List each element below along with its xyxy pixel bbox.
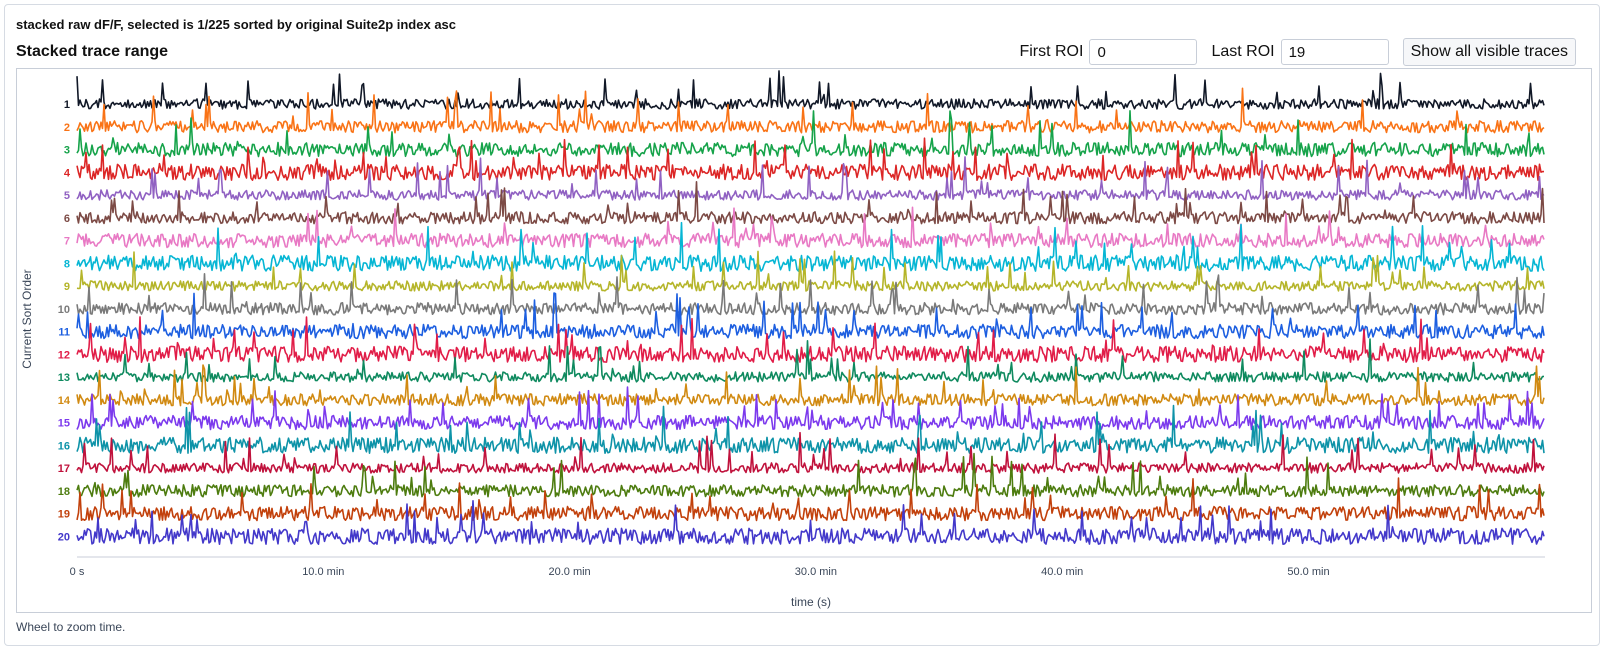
x-tick-label: 10.0 min <box>302 566 344 578</box>
x-tick-labels: 0 s 10.0 min 20.0 min 30.0 min 40.0 min 50.0 … <box>70 566 1330 578</box>
trace-line-1[interactable] <box>76 70 1545 110</box>
y-axis-label: Current Sort Order <box>20 269 34 368</box>
row-label-9[interactable]: 9 <box>64 281 70 293</box>
row-label-7[interactable]: 7 <box>64 236 70 248</box>
trace-line-14[interactable] <box>76 364 1545 407</box>
trace-line-7[interactable] <box>76 206 1545 249</box>
trace-line-20[interactable] <box>76 500 1545 545</box>
trace-line-17[interactable] <box>76 431 1545 474</box>
row-label-20[interactable]: 20 <box>58 531 70 543</box>
x-tick-label: 50.0 min <box>1287 566 1329 578</box>
row-label-16[interactable]: 16 <box>58 440 70 452</box>
x-tick-label: 20.0 min <box>548 566 590 578</box>
row-label-1[interactable]: 1 <box>64 99 70 111</box>
row-label-11[interactable]: 11 <box>58 327 70 339</box>
trace-line-6[interactable] <box>76 181 1545 225</box>
trace-line-12[interactable] <box>76 316 1545 363</box>
trace-line-13[interactable] <box>76 338 1545 383</box>
row-label-12[interactable]: 12 <box>58 349 70 361</box>
trace-line-16[interactable] <box>76 404 1545 454</box>
x-axis-label: time (s) <box>791 595 831 609</box>
row-label-13[interactable]: 13 <box>58 372 70 384</box>
row-label-19[interactable]: 19 <box>58 509 70 521</box>
x-tick-label: 30.0 min <box>795 566 837 578</box>
x-tick-label: 0 s <box>70 566 85 578</box>
status-text: stacked raw dF/F, selected is 1/225 sort… <box>16 17 457 32</box>
trace-panel: stacked raw dF/F, selected is 1/225 sort… <box>4 4 1600 646</box>
trace-line-5[interactable] <box>76 156 1545 201</box>
row-label-8[interactable]: 8 <box>64 258 70 270</box>
trace-line-18[interactable] <box>76 452 1545 498</box>
stacked-trace-plot[interactable]: 1 2 3 4 5 6 7 8 9 10 11 12 13 14 15 16 17 18 19 20 0 s 10.0 … <box>16 68 1592 613</box>
row-label-14[interactable]: 14 <box>58 395 71 407</box>
row-label-3[interactable]: 3 <box>64 145 70 157</box>
trace-line-2[interactable] <box>76 87 1545 134</box>
section-title: Stacked trace range <box>16 43 169 60</box>
roi-range-controls: First ROI Last ROI Show all visible trac… <box>1019 38 1576 66</box>
show-all-visible-traces-button[interactable]: Show all visible traces <box>1402 38 1576 66</box>
row-label-6[interactable]: 6 <box>64 213 70 225</box>
trace-line-3[interactable] <box>76 110 1545 158</box>
row-label-15[interactable]: 15 <box>58 418 70 430</box>
first-roi-label: First ROI <box>1019 43 1084 60</box>
first-roi-input[interactable] <box>1089 39 1198 65</box>
trace-line-15[interactable] <box>76 386 1545 431</box>
trace-line-4[interactable] <box>76 137 1544 181</box>
last-roi-input[interactable] <box>1280 39 1389 65</box>
row-label-4[interactable]: 4 <box>64 167 71 179</box>
traces-layer <box>76 70 1545 545</box>
trace-line-19[interactable] <box>76 477 1545 522</box>
trace-line-10[interactable] <box>76 273 1545 316</box>
row-label-18[interactable]: 18 <box>58 486 70 498</box>
row-label-2[interactable]: 2 <box>64 122 70 134</box>
row-label-10[interactable]: 10 <box>58 304 70 316</box>
row-label-17[interactable]: 17 <box>58 463 70 475</box>
trace-line-11[interactable] <box>76 292 1545 340</box>
trace-line-8[interactable] <box>76 221 1545 272</box>
zoom-hint: Wheel to zoom time. <box>16 620 126 634</box>
last-roi-label: Last ROI <box>1211 43 1275 60</box>
row-label-5[interactable]: 5 <box>64 190 70 202</box>
x-tick-label: 40.0 min <box>1041 566 1083 578</box>
